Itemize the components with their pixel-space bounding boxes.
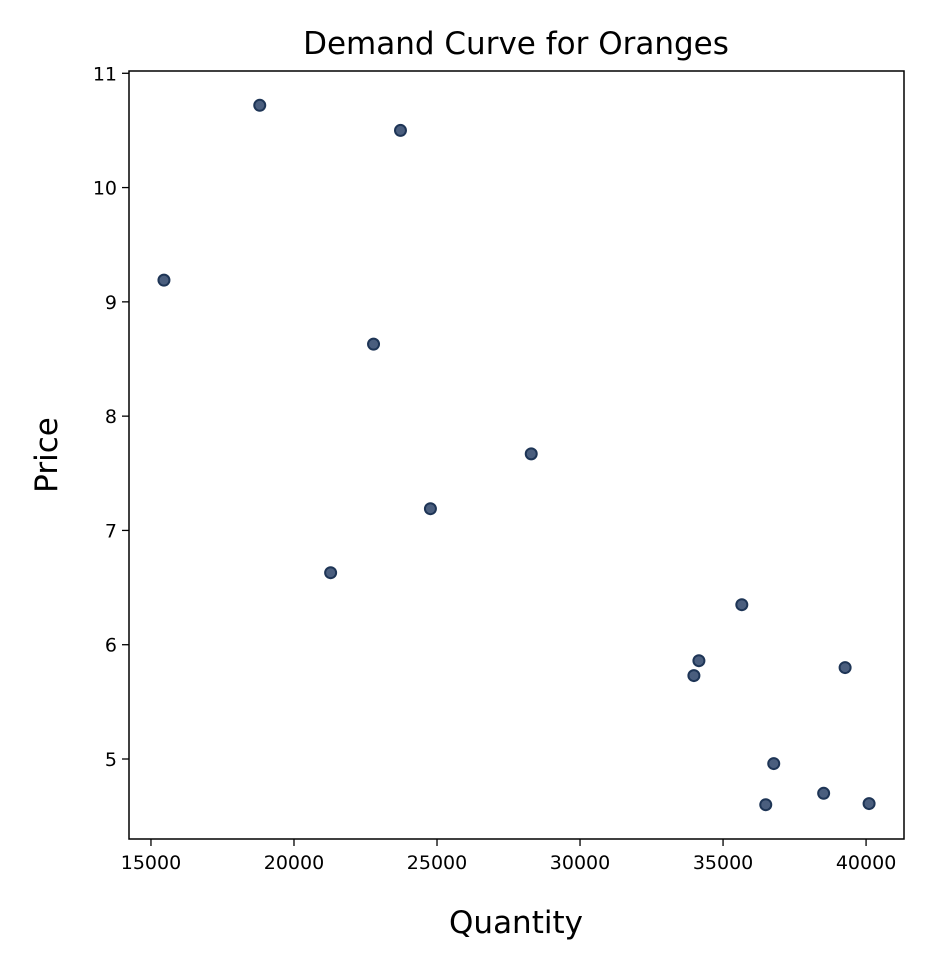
- data-point: [157, 273, 171, 287]
- data-point: [423, 502, 437, 516]
- x-tick-label: 20000: [264, 852, 324, 874]
- x-axis-label: Quantity: [449, 905, 583, 941]
- chart-title: Demand Curve for Oranges: [303, 26, 729, 62]
- data-point: [324, 566, 338, 580]
- data-point: [687, 669, 701, 683]
- data-point: [817, 786, 831, 800]
- plot-frame: [128, 70, 905, 840]
- x-tick-label: 40000: [836, 852, 896, 874]
- x-tick-label: 30000: [550, 852, 610, 874]
- x-tick-label: 25000: [407, 852, 467, 874]
- data-point: [838, 661, 852, 675]
- data-point: [767, 757, 781, 771]
- data-point: [524, 447, 538, 461]
- y-tick-label: 5: [105, 749, 117, 771]
- y-tick-label: 11: [93, 63, 117, 85]
- y-tick-label: 8: [105, 406, 117, 428]
- data-point: [253, 98, 267, 112]
- data-point: [393, 123, 407, 137]
- x-tick-label: 35000: [693, 852, 753, 874]
- y-axis-label: Price: [29, 417, 65, 493]
- data-point: [692, 654, 706, 668]
- y-tick-label: 7: [105, 520, 117, 542]
- y-tick-label: 6: [105, 635, 117, 657]
- y-tick-label: 10: [93, 178, 117, 200]
- data-point: [862, 797, 876, 811]
- data-point: [367, 337, 381, 351]
- x-tick-label: 15000: [121, 852, 181, 874]
- data-point: [759, 798, 773, 812]
- y-tick-label: 9: [105, 292, 117, 314]
- data-point: [735, 598, 749, 612]
